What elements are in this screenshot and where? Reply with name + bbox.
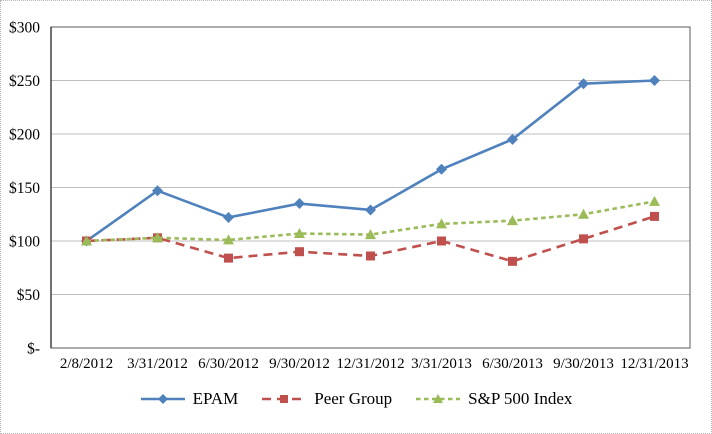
triangle-marker: [578, 208, 589, 219]
diamond-marker: [152, 185, 163, 197]
legend-swatch-graphic: [140, 393, 185, 404]
triangle-marker: [507, 215, 518, 226]
series-line: [85, 79, 655, 243]
legend-label-peer-group: Peer Group: [314, 389, 393, 408]
triangle-marker: [436, 218, 447, 229]
x-axis-tick-label: 12/31/2013: [620, 356, 688, 372]
epam-line-swatch-icon: [140, 393, 185, 404]
x-axis-tick-label: 3/31/2013: [411, 356, 472, 372]
triangle-marker: [294, 228, 305, 239]
diamond-marker: [294, 198, 305, 210]
square-marker: [508, 256, 517, 266]
legend-swatch-graphic: [416, 393, 461, 403]
x-axis-tick-label: 6/30/2012: [198, 356, 259, 372]
square-marker: [579, 234, 588, 244]
x-axis-tick-label: 6/30/2013: [482, 356, 543, 372]
series-epam: [81, 75, 660, 247]
triangle-marker: [365, 229, 376, 240]
stock-performance-line-chart: $300 $250 $200 $150 $100 $50 $- 2/8/2012 3/31/20…: [9, 20, 691, 372]
diamond-marker: [436, 163, 447, 175]
triangle-marker: [152, 232, 163, 243]
legend-item-peer-group: Peer Group: [261, 390, 392, 407]
x-axis-tick-label: 9/30/2012: [269, 356, 330, 372]
triangle-marker: [81, 235, 92, 246]
legend-item-epam: EPAM: [140, 389, 239, 408]
x-axis-tick-label: 12/31/2012: [336, 356, 404, 372]
legend-item-sp500: S&P 500 Index: [415, 390, 572, 407]
legend-label-epam: EPAM: [192, 389, 239, 408]
diamond-marker: [157, 393, 168, 404]
gridlines: [51, 26, 690, 349]
triangle-marker: [433, 393, 444, 403]
x-axis-tick-label: 2/8/2012: [60, 356, 113, 372]
diamond-marker: [223, 211, 234, 223]
x-axis-tick-label: 3/31/2012: [127, 356, 188, 372]
diamond-marker: [507, 133, 518, 145]
y-axis-tick-label: $200: [9, 127, 40, 144]
y-axis-tick-label: $300: [9, 20, 40, 37]
square-marker: [437, 236, 446, 246]
diamond-marker: [365, 204, 376, 216]
legend-swatch-graphic: [262, 394, 307, 403]
square-marker: [295, 247, 304, 257]
y-axis-tick-label: $-: [27, 341, 40, 358]
y-axis-tick-label: $100: [9, 234, 40, 251]
square-marker: [650, 211, 659, 221]
sp500-line-swatch-icon: [416, 393, 461, 403]
y-axis-tick-label: $50: [17, 287, 41, 304]
peer-group-line-swatch-icon: [262, 394, 307, 403]
x-axis-tick-labels: 2/8/2012 3/31/2012 6/30/2012 9/30/2012 12/31…: [60, 356, 689, 372]
y-axis-tick-label: $250: [9, 73, 40, 90]
y-axis-tick-label: $150: [9, 180, 40, 197]
diamond-marker: [578, 78, 589, 90]
square-marker: [366, 251, 375, 261]
triangle-marker: [649, 195, 660, 206]
series-s-p-500-index: [81, 195, 660, 246]
triangle-marker: [223, 234, 234, 245]
chart-legend: EPAM Peer Group S&P 500 Index: [1, 390, 711, 407]
square-marker: [280, 394, 289, 403]
y-axis-tick-labels: $300 $250 $200 $150 $100 $50 $-: [9, 20, 40, 358]
x-axis-tick-label: 9/30/2013: [553, 356, 614, 372]
series-peer-group: [82, 211, 659, 266]
square-marker: [224, 253, 233, 263]
legend-label-sp500: S&P 500 Index: [468, 389, 573, 408]
diamond-marker: [649, 75, 660, 86]
